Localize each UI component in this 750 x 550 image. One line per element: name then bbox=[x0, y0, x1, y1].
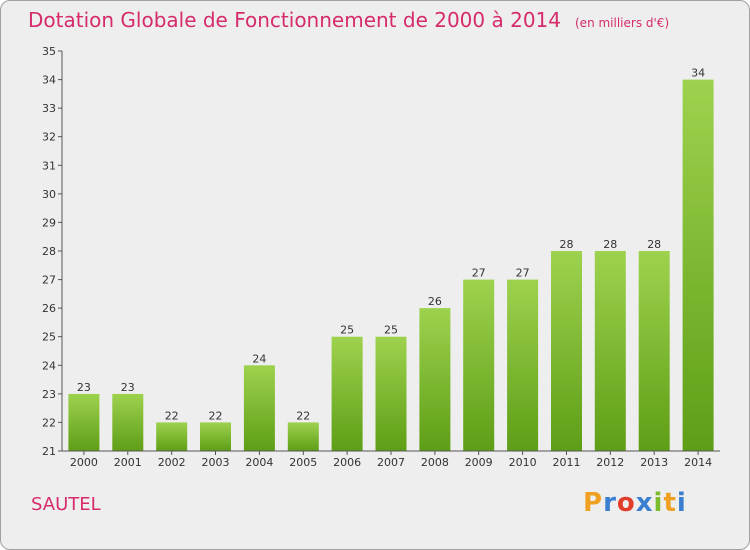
x-tick-2003: 2003 bbox=[202, 456, 230, 469]
value-label-2011: 28 bbox=[560, 238, 574, 251]
bar-2001 bbox=[112, 393, 144, 451]
bar-2004 bbox=[243, 365, 275, 451]
value-label-2013: 28 bbox=[647, 238, 661, 251]
bar-2005 bbox=[287, 422, 319, 451]
bar-2006 bbox=[331, 336, 363, 451]
value-label-2000: 23 bbox=[77, 381, 91, 394]
logo-letter: P bbox=[583, 488, 604, 518]
value-label-2012: 28 bbox=[603, 238, 617, 251]
y-tick-33: 33 bbox=[42, 102, 56, 115]
logo-letter: i bbox=[676, 488, 687, 518]
bar-2008 bbox=[419, 308, 451, 451]
y-tick-31: 31 bbox=[42, 159, 56, 172]
y-tick-34: 34 bbox=[42, 74, 56, 87]
value-label-2008: 26 bbox=[428, 295, 442, 308]
y-tick-32: 32 bbox=[42, 131, 56, 144]
y-tick-21: 21 bbox=[42, 445, 56, 458]
x-tick-2002: 2002 bbox=[158, 456, 186, 469]
value-label-2005: 22 bbox=[296, 409, 310, 422]
value-label-2004: 24 bbox=[252, 352, 266, 365]
bars-group: 23 23 22 22 24 22 25 25 26 27 27 28 28 28 34 bbox=[68, 67, 714, 451]
logo-letter: r bbox=[603, 488, 617, 518]
y-tick-22: 22 bbox=[42, 416, 56, 429]
value-label-2007: 25 bbox=[384, 324, 398, 337]
bar-2009 bbox=[463, 279, 495, 451]
logo-letter: t bbox=[663, 488, 677, 518]
commune-name: SAUTEL bbox=[31, 494, 101, 515]
value-label-2006: 25 bbox=[340, 324, 354, 337]
x-tick-2012: 2012 bbox=[596, 456, 624, 469]
value-label-2014: 34 bbox=[691, 67, 705, 80]
bar-2000 bbox=[68, 393, 100, 451]
bar-2014 bbox=[682, 79, 714, 451]
bar-2013 bbox=[638, 251, 670, 451]
value-label-2002: 22 bbox=[165, 409, 179, 422]
y-tick-29: 29 bbox=[42, 216, 56, 229]
chart-subtitle: (en milliers d'€) bbox=[575, 16, 670, 30]
logo-letter: o bbox=[616, 488, 636, 518]
bar-2007 bbox=[375, 336, 407, 451]
x-tick-2000: 2000 bbox=[70, 456, 98, 469]
x-tick-2004: 2004 bbox=[245, 456, 273, 469]
y-tick-30: 30 bbox=[42, 188, 56, 201]
y-tick-27: 27 bbox=[42, 274, 56, 287]
axes-group: 2000 2001 2002 2003 2004 2005 2006 2007 2008 2009… bbox=[42, 45, 720, 469]
x-tick-2007: 2007 bbox=[377, 456, 405, 469]
logo-letter: x bbox=[635, 488, 654, 518]
logo-letter: i bbox=[653, 488, 664, 518]
y-tick-23: 23 bbox=[42, 388, 56, 401]
x-tick-2001: 2001 bbox=[114, 456, 142, 469]
x-tick-2008: 2008 bbox=[421, 456, 449, 469]
y-tick-35: 35 bbox=[42, 45, 56, 58]
x-tick-2013: 2013 bbox=[640, 456, 668, 469]
chart-title: Dotation Globale de Fonctionnement de 20… bbox=[28, 8, 669, 32]
x-tick-2011: 2011 bbox=[553, 456, 581, 469]
x-tick-2006: 2006 bbox=[333, 456, 361, 469]
proxiti-logo[interactable]: Proxiti bbox=[583, 488, 687, 518]
bar-2010 bbox=[507, 279, 539, 451]
bar-2003 bbox=[200, 422, 231, 451]
bar-2012 bbox=[594, 251, 626, 451]
x-tick-2005: 2005 bbox=[289, 456, 317, 469]
value-label-2010: 27 bbox=[516, 267, 530, 280]
value-label-2003: 22 bbox=[209, 409, 223, 422]
x-tick-2014: 2014 bbox=[684, 456, 712, 469]
x-tick-2009: 2009 bbox=[465, 456, 493, 469]
bar-2011 bbox=[551, 251, 582, 451]
y-tick-28: 28 bbox=[42, 245, 56, 258]
x-tick-2010: 2010 bbox=[509, 456, 537, 469]
title-text: Dotation Globale de Fonctionnement de 20… bbox=[28, 8, 561, 32]
y-tick-24: 24 bbox=[42, 359, 56, 372]
bar-2002 bbox=[156, 422, 188, 451]
value-label-2009: 27 bbox=[472, 267, 486, 280]
value-label-2001: 23 bbox=[121, 381, 135, 394]
y-tick-25: 25 bbox=[42, 331, 56, 344]
y-tick-26: 26 bbox=[42, 302, 56, 315]
